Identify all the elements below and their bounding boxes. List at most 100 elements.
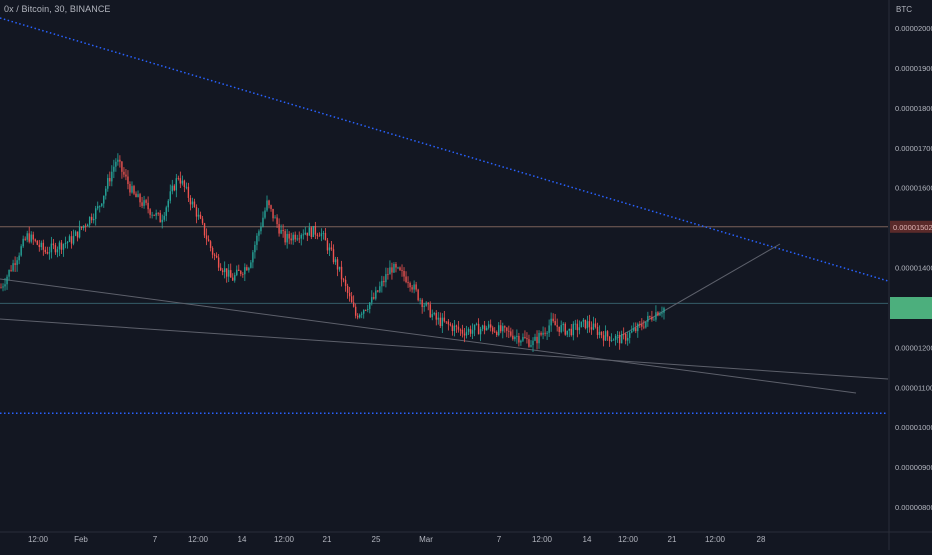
- candle-body: [469, 329, 472, 334]
- candle-body: [356, 315, 359, 318]
- candle-body: [383, 280, 385, 283]
- candle-body: [228, 270, 230, 277]
- candle-body: [12, 263, 14, 271]
- x-tick-label: 25: [372, 535, 381, 544]
- candle-body: [240, 270, 242, 274]
- candle-body: [42, 242, 45, 250]
- candle-body: [496, 331, 498, 336]
- candle-body: [250, 262, 252, 268]
- candle-body: [516, 335, 518, 337]
- candle-body: [294, 234, 296, 240]
- candle-body: [508, 330, 510, 332]
- candle-body: [618, 334, 621, 344]
- candle-body: [169, 191, 171, 201]
- y-tick-label: 0.00001200: [895, 343, 932, 352]
- candle-body: [643, 326, 645, 328]
- candle-body: [24, 238, 26, 240]
- y-tick-label: 0.00001600: [895, 184, 932, 193]
- candle-body: [163, 215, 165, 220]
- candle-body: [570, 328, 572, 336]
- x-tick-label: Feb: [74, 535, 88, 544]
- candle-body: [663, 308, 665, 313]
- candle-body: [538, 332, 540, 344]
- candle-body: [437, 317, 439, 320]
- candle-body: [532, 340, 534, 346]
- candle-body: [28, 233, 30, 242]
- candle-body: [475, 323, 478, 325]
- candle-body: [173, 185, 176, 191]
- currency-label: BTC: [896, 5, 912, 14]
- candle-body: [330, 247, 333, 250]
- candle-body: [453, 325, 456, 332]
- candle-body: [268, 200, 270, 206]
- candle-body: [298, 238, 300, 240]
- candle-body: [358, 314, 361, 318]
- candle-body: [270, 205, 272, 209]
- candle-body: [199, 214, 202, 219]
- candle-body: [425, 302, 427, 306]
- candle-body: [578, 327, 581, 331]
- y-tick-label: 0.00001900: [895, 64, 932, 73]
- candle-body: [457, 326, 460, 330]
- candle-body: [143, 200, 145, 206]
- candle-body: [68, 236, 71, 242]
- candle-body: [590, 327, 593, 330]
- candle-body: [622, 333, 625, 335]
- candle-body: [435, 313, 437, 320]
- candle-body: [205, 235, 208, 240]
- candle-body: [304, 232, 306, 235]
- candle-body: [393, 263, 395, 273]
- candle-body: [572, 323, 575, 336]
- x-tick-label: 12:00: [188, 535, 209, 544]
- gray-trendline-1[interactable]: [0, 278, 857, 394]
- candle-body: [542, 332, 544, 335]
- y-tick-label: 0.00001000: [895, 423, 932, 432]
- candle-body: [195, 207, 198, 217]
- candle-body: [433, 313, 435, 315]
- candle-body: [26, 233, 28, 240]
- candle-body: [109, 178, 111, 182]
- candle-body: [336, 259, 339, 270]
- candle-body: [187, 186, 190, 198]
- candle-body: [554, 321, 556, 326]
- candle-body: [657, 312, 659, 316]
- candle-body: [171, 185, 173, 192]
- candle-body: [498, 325, 500, 336]
- candle-body: [395, 263, 397, 268]
- candle-body: [576, 323, 579, 331]
- candle-body: [0, 287, 2, 289]
- x-tick-label: 12:00: [274, 535, 295, 544]
- candle-body: [363, 309, 365, 314]
- candle-body: [548, 325, 550, 333]
- candle-body: [137, 194, 139, 198]
- dotted-downtrend-line[interactable]: [0, 17, 889, 282]
- candle-body: [113, 166, 115, 172]
- candle-body: [189, 197, 192, 205]
- candle-body: [629, 332, 631, 338]
- candle-body: [117, 159, 119, 162]
- candle-body: [550, 318, 552, 326]
- gray-trendline-2[interactable]: [0, 318, 889, 380]
- candle-body: [352, 302, 355, 307]
- candle-body: [614, 335, 617, 340]
- candle-body: [147, 202, 149, 210]
- candle-body: [556, 325, 558, 327]
- symbol-title[interactable]: 0x / Bitcoin, 30, BINANCE: [4, 4, 111, 14]
- candle-body: [459, 329, 462, 331]
- candle-body: [232, 277, 234, 281]
- candle-body: [252, 252, 254, 263]
- candle-body: [238, 269, 240, 271]
- y-tick-label: 0.00000900: [895, 463, 932, 472]
- candle-body: [608, 336, 611, 342]
- x-tick-label: 28: [757, 535, 766, 544]
- candle-body: [518, 335, 520, 343]
- candle-body: [361, 313, 363, 315]
- candle-body: [133, 186, 135, 194]
- candle-body: [139, 194, 141, 203]
- candle-body: [58, 242, 61, 250]
- candle-body: [217, 257, 220, 268]
- candle-body: [52, 243, 55, 246]
- x-tick-label: 12:00: [705, 535, 726, 544]
